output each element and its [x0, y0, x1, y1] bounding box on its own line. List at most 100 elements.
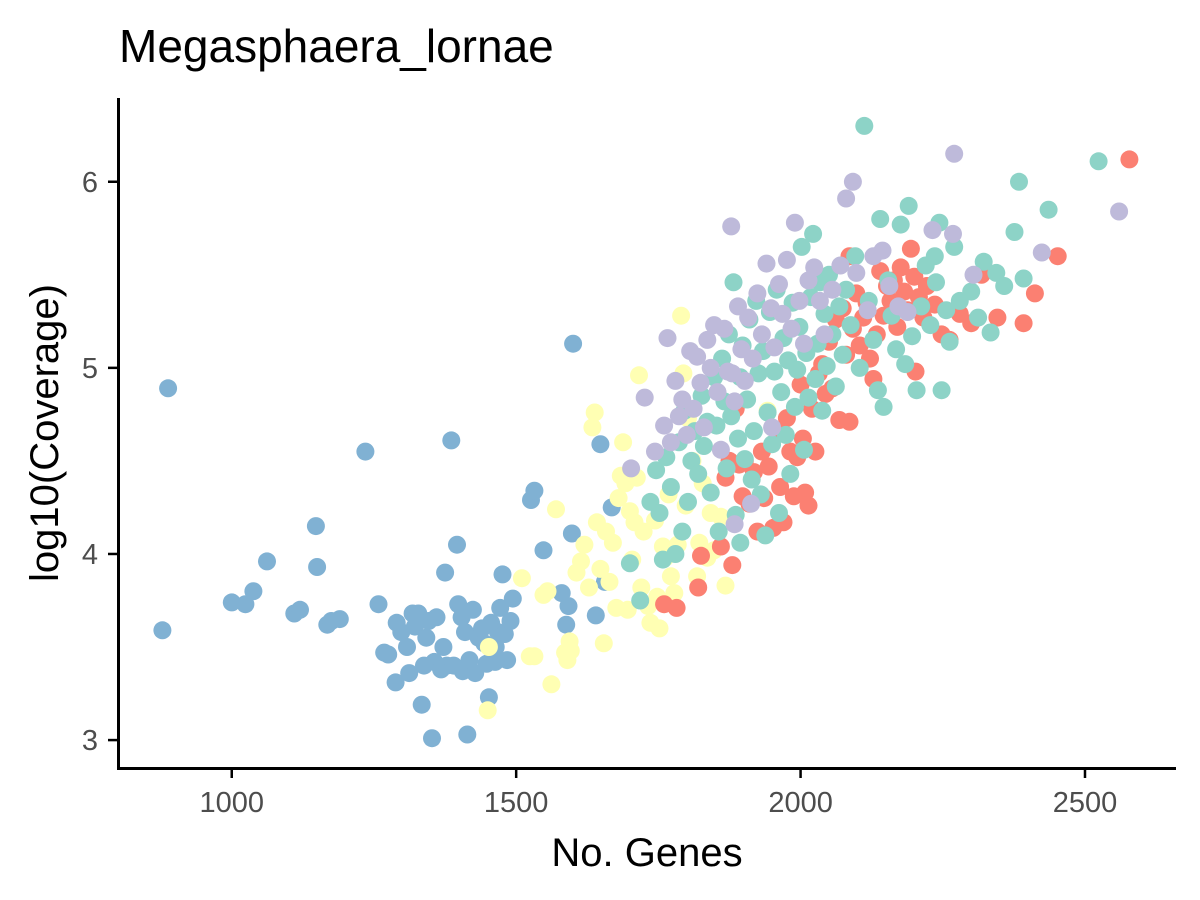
- data-point: [846, 247, 865, 266]
- data-point: [723, 364, 742, 383]
- data-point: [458, 725, 477, 744]
- data-point: [758, 403, 777, 422]
- data-point: [843, 172, 862, 191]
- data-point: [694, 437, 713, 455]
- data-point: [575, 535, 594, 554]
- data-point: [1120, 150, 1139, 169]
- data-point: [826, 377, 845, 396]
- data-point: [850, 358, 869, 377]
- data-point: [650, 619, 669, 638]
- data-point: [723, 556, 742, 575]
- data-point: [688, 347, 707, 366]
- data-point: [903, 327, 922, 346]
- data-point: [491, 598, 510, 617]
- data-point: [423, 729, 441, 748]
- data-point: [770, 504, 788, 522]
- data-point: [905, 267, 924, 286]
- data-point: [725, 392, 744, 411]
- data-point: [512, 569, 531, 588]
- x-axis-ticks: 1000 1500 2000 2500: [200, 770, 1117, 819]
- y-tick-label: 3: [82, 725, 98, 757]
- data-point: [677, 425, 696, 444]
- data-point: [356, 442, 375, 461]
- data-point: [711, 440, 730, 459]
- data-point: [1048, 247, 1067, 266]
- data-point: [855, 116, 874, 135]
- data-point: [795, 440, 813, 459]
- data-point: [945, 144, 964, 163]
- data-point: [398, 638, 416, 656]
- data-point: [813, 401, 832, 420]
- data-point: [711, 537, 730, 556]
- data-point: [781, 464, 800, 483]
- data-point: [463, 600, 482, 619]
- data-point: [806, 370, 825, 388]
- data-point: [749, 364, 768, 383]
- data-point: [557, 615, 576, 634]
- data-point: [632, 578, 651, 597]
- data-point: [873, 241, 892, 260]
- data-point: [609, 489, 628, 508]
- data-point: [735, 450, 754, 469]
- data-point: [479, 688, 498, 707]
- data-point: [562, 524, 581, 543]
- data-point: [782, 319, 801, 338]
- data-point: [901, 239, 920, 258]
- data-point: [777, 250, 796, 269]
- data-point: [792, 237, 811, 256]
- data-point: [921, 316, 940, 335]
- data-point: [564, 334, 583, 353]
- data-point: [689, 578, 708, 597]
- data-point: [417, 628, 436, 647]
- data-point: [479, 638, 498, 656]
- data-point: [925, 247, 944, 266]
- data-point: [896, 355, 915, 374]
- data-point: [386, 673, 405, 692]
- data-point: [891, 258, 910, 277]
- data-point: [715, 319, 734, 338]
- data-point: [898, 303, 917, 321]
- data-point: [907, 381, 926, 400]
- data-point: [701, 483, 720, 502]
- data-point: [442, 431, 461, 450]
- data-point: [620, 554, 639, 573]
- data-point: [400, 664, 419, 683]
- data-point: [773, 304, 792, 323]
- data-point: [236, 595, 255, 614]
- data-point: [525, 647, 544, 666]
- data-point: [392, 623, 411, 642]
- data-point: [369, 595, 388, 614]
- data-point: [708, 383, 727, 402]
- data-point: [634, 522, 653, 541]
- data-point: [436, 563, 455, 582]
- data-point: [631, 591, 650, 610]
- data-point: [923, 221, 942, 240]
- data-point: [630, 366, 648, 385]
- data-point: [650, 504, 669, 522]
- data-point: [864, 330, 883, 349]
- data-point: [840, 412, 859, 431]
- data-point: [887, 340, 906, 359]
- data-point: [795, 334, 813, 353]
- data-point: [501, 612, 520, 630]
- data-point: [1089, 152, 1108, 171]
- data-point: [790, 291, 809, 310]
- data-point: [837, 280, 856, 299]
- data-point: [937, 301, 956, 320]
- data-point: [291, 600, 309, 619]
- data-point: [717, 459, 736, 478]
- data-point: [744, 422, 763, 441]
- data-point: [742, 494, 761, 513]
- data-point: [841, 316, 860, 335]
- data-point: [725, 515, 744, 534]
- data-point: [655, 416, 674, 435]
- data-point: [871, 210, 890, 228]
- data-point: [486, 652, 505, 671]
- data-point: [1110, 202, 1129, 221]
- data-point: [456, 623, 474, 642]
- data-point: [874, 397, 893, 416]
- data-point: [799, 388, 818, 407]
- data-point: [850, 336, 869, 355]
- data-point: [159, 379, 178, 398]
- data-point: [940, 332, 959, 351]
